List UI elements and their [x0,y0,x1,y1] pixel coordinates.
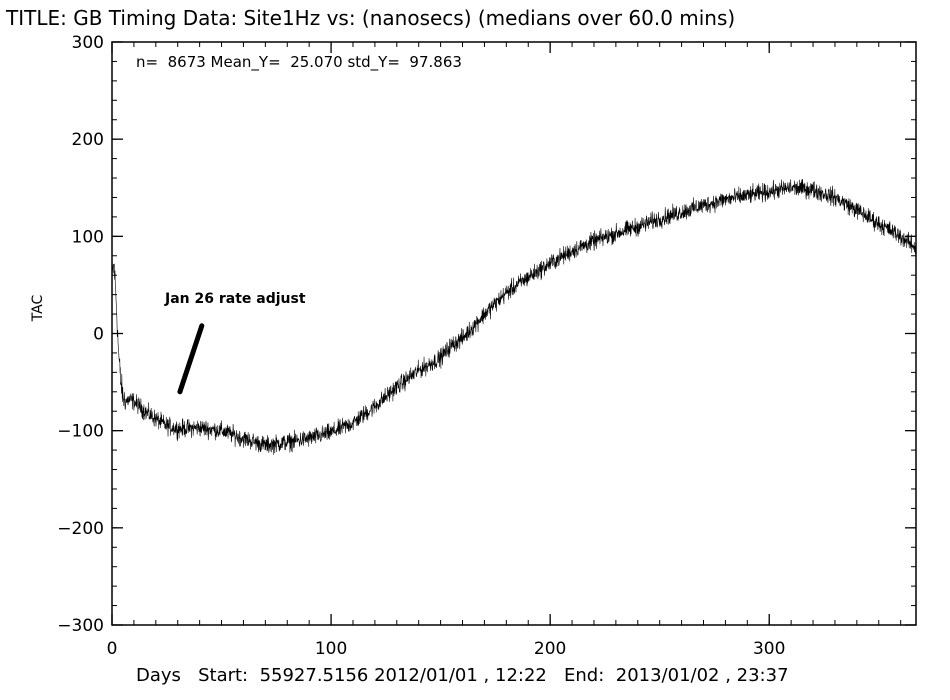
y-tick-label: 200 [72,130,104,150]
x-tick-label: 0 [107,639,118,659]
data-series-line [111,179,917,455]
plot-area: 0 100 200 300 −300 −200 −100 0 100 200 300 [57,33,917,659]
y-tick-label: 100 [72,227,104,247]
stats-text: n= 8673 Mean_Y= 25.070 std_Y= 97.863 [136,53,462,72]
x-tick-label: 100 [315,639,347,659]
y-tick-label: −200 [57,519,104,539]
annotation-arrow [177,323,205,395]
annotation-label: Jan 26 rate adjust [164,291,306,307]
y-tick-label: −100 [57,422,104,442]
y-tick-label: 300 [72,33,104,53]
plot-frame [111,41,917,626]
x-tick-label: 300 [753,639,785,659]
x-tick-label: 200 [534,639,566,659]
y-axis-label: TAC [30,294,46,322]
x-axis-caption: Days Start: 55927.5156 2012/01/01 , 12:2… [136,665,789,686]
y-tick-label: 0 [93,325,104,345]
chart-title: TITLE: GB Timing Data: Site1Hz vs: (nano… [5,6,735,30]
y-tick-label: −300 [57,616,104,636]
